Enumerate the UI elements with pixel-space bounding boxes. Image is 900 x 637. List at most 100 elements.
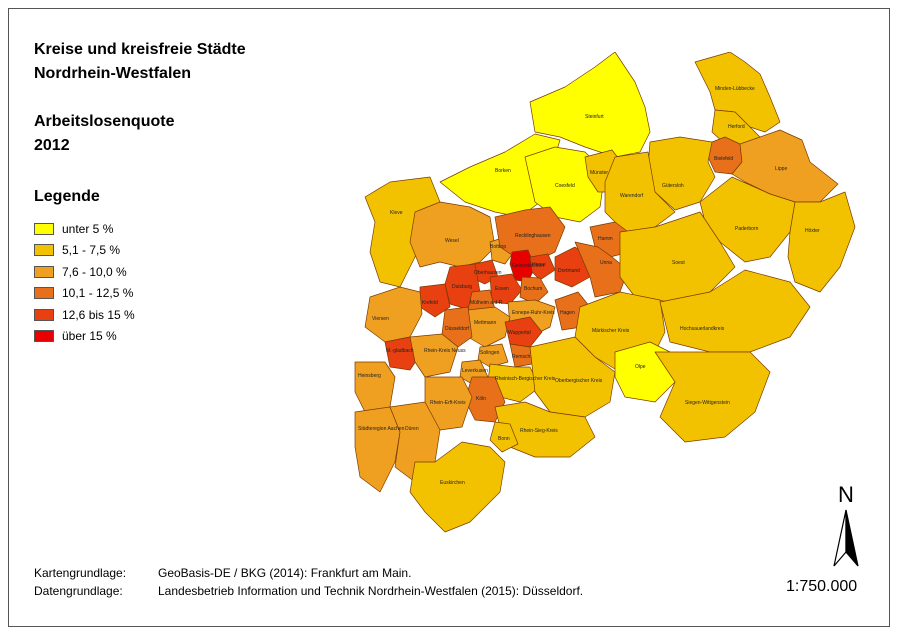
map-label: Viersen bbox=[372, 316, 389, 322]
map-label: Remsch. bbox=[512, 354, 532, 360]
district-steinfurt bbox=[529, 52, 651, 158]
legend-title: Legende bbox=[34, 188, 100, 205]
map-label: Recklinghausen bbox=[515, 233, 551, 239]
map-label: Oberhausen bbox=[474, 270, 502, 276]
map-label: Krefeld bbox=[422, 300, 438, 306]
map-label: Soest bbox=[672, 260, 685, 266]
map-label: Düren bbox=[405, 426, 419, 432]
map-label: Hamm bbox=[598, 236, 613, 242]
district-staedteregion-aachen bbox=[354, 406, 401, 493]
map-label: Essen bbox=[495, 286, 509, 292]
map-label: Herford bbox=[728, 124, 745, 130]
credit-data-label: Datengrundlage: bbox=[34, 584, 123, 598]
map-label: Rhein-Sieg-Kreis bbox=[520, 428, 558, 434]
district-euskirchen bbox=[409, 441, 506, 533]
map-label: Hochsauerlandkreis bbox=[680, 326, 725, 332]
map-label: Kleve bbox=[390, 210, 403, 216]
map-label: Euskirchen bbox=[440, 480, 465, 486]
map-label: Düsseldorf bbox=[445, 326, 470, 332]
map-label: Olpe bbox=[635, 364, 646, 370]
legend-swatch bbox=[34, 265, 54, 278]
legend-label: 10,1 - 12,5 % bbox=[62, 286, 134, 301]
credit-data-value: Landesbetrieb Information und Technik No… bbox=[158, 584, 584, 598]
district-olpe bbox=[614, 341, 676, 403]
north-arrow-icon: N bbox=[833, 482, 859, 567]
map-label: Herne bbox=[532, 262, 546, 268]
legend-label: über 15 % bbox=[62, 329, 117, 344]
map-label: Wuppertal bbox=[508, 330, 531, 336]
district-bochum bbox=[519, 276, 549, 305]
district-viersen bbox=[364, 286, 423, 343]
map-label: Ennepe-Ruhr-Kreis bbox=[512, 310, 555, 316]
legend-swatch bbox=[34, 287, 54, 300]
map-label: Lippe bbox=[775, 166, 787, 172]
legend-item: 7,6 - 10,0 % bbox=[34, 261, 135, 283]
map-label: Unna bbox=[600, 260, 612, 266]
map-subtitle-year: 2012 bbox=[34, 137, 70, 154]
map-subtitle-line1: Arbeitslosenquote bbox=[34, 113, 175, 130]
map-label: Märkischer Kreis bbox=[592, 328, 630, 334]
district-solingen bbox=[477, 343, 509, 368]
district-hoexter bbox=[787, 191, 856, 293]
map-label: Bonn bbox=[498, 436, 510, 442]
credit-base-label: Kartengrundlage: bbox=[34, 566, 127, 580]
map-label: Mülheim a.d.R. bbox=[470, 300, 504, 306]
legend-item: 12,6 bis 15 % bbox=[34, 304, 135, 326]
map-label: Dortmund bbox=[558, 268, 580, 274]
map-label: Heinsberg bbox=[358, 373, 381, 379]
map-subtitle: Arbeitslosenquote 2012 bbox=[34, 110, 174, 158]
legend-swatch bbox=[34, 222, 54, 235]
legend-item: unter 5 % bbox=[34, 218, 135, 240]
district-siegen-wittgenstein bbox=[654, 351, 771, 443]
map-label: Leverkusen bbox=[462, 368, 488, 374]
district-kleve bbox=[364, 176, 441, 288]
legend-swatch bbox=[34, 244, 54, 257]
district-soest bbox=[619, 211, 736, 303]
north-label: N bbox=[838, 482, 854, 507]
map-label: Rhein-Erft-Kreis bbox=[430, 400, 466, 406]
district-oberbergischer-kreis bbox=[529, 336, 616, 418]
map-label: Hagen bbox=[560, 310, 575, 316]
legend-item: 10,1 - 12,5 % bbox=[34, 283, 135, 305]
map-label: Borken bbox=[495, 168, 511, 174]
map-label: Köln bbox=[476, 396, 486, 402]
map-label: Mettmann bbox=[474, 320, 496, 326]
legend-swatch bbox=[34, 330, 54, 343]
map-label: Gelsenkirchen bbox=[512, 263, 544, 269]
district-hochsauerlandkreis bbox=[659, 269, 811, 353]
map-label: Coesfeld bbox=[555, 183, 575, 189]
district-heinsberg bbox=[354, 361, 396, 413]
legend-item: 5,1 - 7,5 % bbox=[34, 240, 135, 262]
map-label: Oberbergischer Kreis bbox=[555, 378, 603, 384]
district-wuppertal bbox=[504, 316, 543, 348]
district-minden-luebbecke bbox=[694, 52, 781, 133]
nrw-map: Minden-Lübbecke Herford Steinfurt Bielef… bbox=[354, 52, 856, 533]
map-title: Kreise und kreisfreie Städte Nordrhein-W… bbox=[34, 38, 246, 86]
map-title-line1: Kreise und kreisfreie Städte bbox=[34, 41, 246, 58]
map-label: Städteregion Aachen bbox=[358, 426, 405, 432]
map-frame bbox=[8, 8, 890, 627]
district-coesfeld bbox=[524, 146, 606, 223]
legend-label: 7,6 - 10,0 % bbox=[62, 264, 127, 279]
map-label: Minden-Lübbecke bbox=[715, 86, 755, 92]
map-label: Bielefeld bbox=[714, 156, 733, 162]
legend: unter 5 % 5,1 - 7,5 % 7,6 - 10,0 % 10,1 … bbox=[34, 218, 135, 347]
district-duesseldorf bbox=[441, 306, 473, 348]
map-label: Rhein-Kreis Neuss bbox=[424, 348, 466, 354]
map-label: Siegen-Wittgenstein bbox=[685, 400, 730, 406]
map-label: Wesel bbox=[445, 238, 459, 244]
map-label: M.-gladbach bbox=[386, 348, 414, 354]
map-title-line2: Nordrhein-Westfalen bbox=[34, 65, 192, 82]
map-label: Paderborn bbox=[735, 226, 759, 232]
district-recklinghausen bbox=[494, 206, 566, 263]
map-label: Warendorf bbox=[620, 193, 644, 199]
map-label: Rheinisch-Bergischer Kreis bbox=[495, 376, 556, 382]
map-label: Solingen bbox=[480, 350, 500, 356]
map-label: Höxter bbox=[805, 228, 820, 234]
legend-label: unter 5 % bbox=[62, 221, 114, 236]
legend-label: 5,1 - 7,5 % bbox=[62, 243, 121, 258]
district-bonn bbox=[489, 421, 519, 453]
legend-swatch bbox=[34, 308, 54, 321]
map-label: Gütersloh bbox=[662, 183, 684, 189]
district-herne bbox=[529, 253, 556, 281]
